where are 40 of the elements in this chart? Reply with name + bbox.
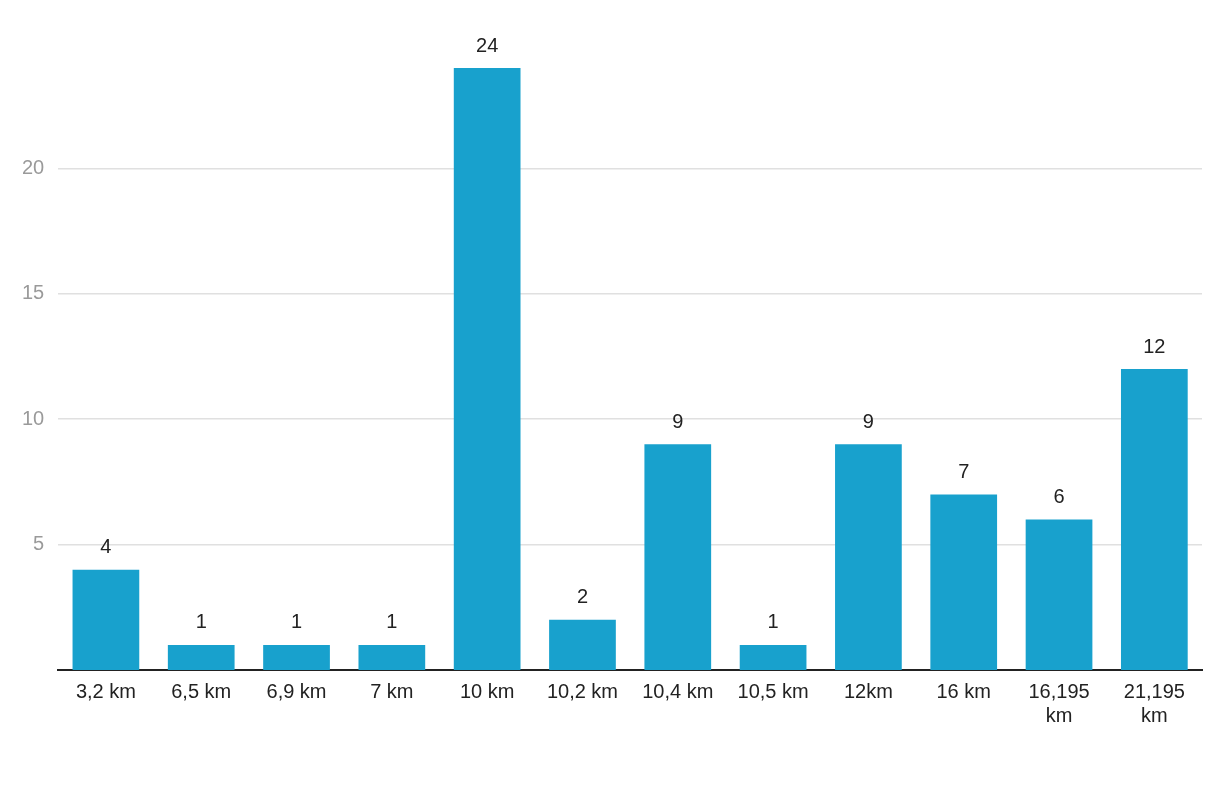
bar — [167, 644, 235, 670]
bar — [453, 68, 521, 670]
x-tick-label: 10 km — [459, 679, 515, 702]
data-label: 1 — [195, 610, 207, 633]
data-label: 24 — [476, 33, 499, 56]
y-tick-label: 20 — [22, 155, 45, 178]
data-label: 1 — [767, 610, 779, 633]
data-label: 1 — [290, 610, 303, 633]
bar — [930, 494, 998, 670]
bar — [644, 444, 712, 670]
x-tick-label: 6,9 km — [266, 679, 327, 702]
bar — [72, 569, 140, 670]
x-tick-label: 10,2 km — [546, 679, 619, 702]
y-tick-label: 5 — [33, 532, 45, 555]
data-label: 2 — [576, 585, 589, 608]
data-label: 1 — [386, 610, 398, 633]
bar — [1025, 519, 1093, 670]
bar — [1120, 369, 1188, 670]
data-label: 9 — [672, 409, 684, 432]
data-label: 12 — [1143, 334, 1166, 357]
x-tick-label: 16 km — [936, 679, 991, 702]
data-label: 6 — [1053, 485, 1065, 508]
bar — [263, 644, 330, 670]
bar — [739, 644, 807, 670]
y-tick-label: 10 — [22, 406, 45, 429]
x-tick-label: 10,5 km — [737, 679, 809, 702]
data-label: 9 — [862, 409, 874, 432]
data-label: 4 — [100, 535, 112, 558]
bar — [358, 644, 426, 670]
bar — [835, 444, 902, 670]
x-tick-label: 3,2 km — [75, 679, 136, 702]
data-label: 7 — [958, 459, 970, 482]
bar — [549, 619, 616, 670]
x-tick-label: 21,195 km — [1123, 679, 1185, 726]
x-tick-label: 10,4 km — [642, 679, 714, 702]
x-tick-label: 12km — [843, 679, 893, 702]
x-tick-label: 6,5 km — [171, 679, 232, 702]
x-tick-label: 7 km — [370, 679, 414, 702]
y-tick-label: 15 — [22, 281, 45, 304]
x-tick-label: 16,195 km — [1028, 679, 1090, 726]
